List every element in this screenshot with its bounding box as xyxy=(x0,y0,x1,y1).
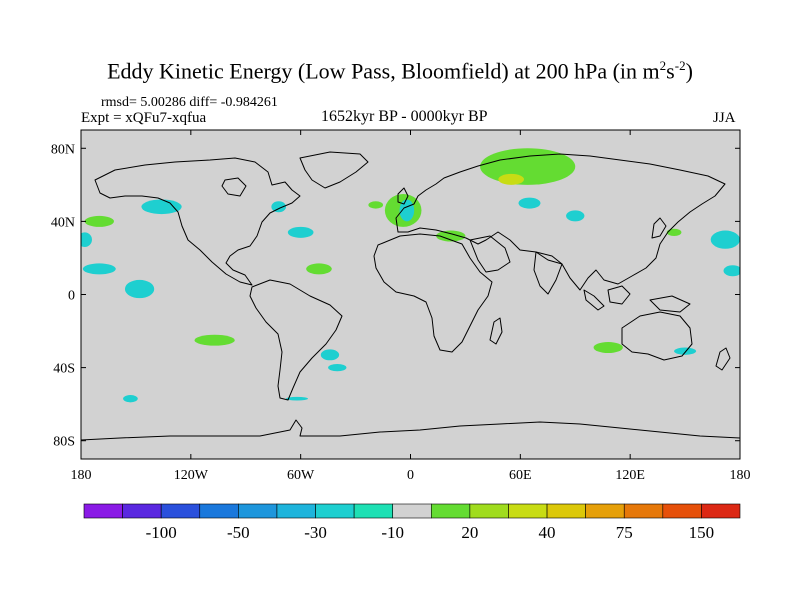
anomaly-n-atlantic-neg xyxy=(287,226,314,238)
anomaly-ne-pacific-neg xyxy=(82,263,116,275)
anomaly-s-atlantic-neg xyxy=(320,349,340,361)
anomaly-siberia-core xyxy=(498,173,524,185)
colorbar-box xyxy=(315,503,355,519)
colorbar-box xyxy=(199,503,239,519)
colorbar-box xyxy=(585,503,625,519)
x-tick-label: 0 xyxy=(407,468,414,483)
coast-new-zealand xyxy=(715,347,731,371)
colorbar-box xyxy=(623,503,664,519)
coast-india xyxy=(533,251,563,295)
anomaly-pacific-dateline-neg xyxy=(81,232,92,247)
coast-sumatra xyxy=(583,289,605,311)
anomaly-s-atlantic-neg-2 xyxy=(328,363,347,372)
colorbar-label: 75 xyxy=(616,523,633,542)
anomaly-nw-pacific-neg xyxy=(710,230,740,249)
y-tick-label: 0 xyxy=(68,289,75,304)
colorbar-box xyxy=(353,503,394,519)
coast-south-america xyxy=(249,279,343,401)
coast-madagascar xyxy=(489,317,503,345)
colorbar-label: -100 xyxy=(146,523,177,542)
y-tick-label: 80S xyxy=(53,435,75,450)
x-tick-label: 60W xyxy=(287,468,315,483)
colorbar-box xyxy=(238,503,278,519)
coast-antarctica xyxy=(81,419,740,441)
y-tick-label: 40N xyxy=(51,215,75,230)
colorbar-box xyxy=(430,503,471,519)
anomaly-nw-pacific-pos xyxy=(84,215,114,227)
anomaly-drake-neg xyxy=(286,396,308,401)
x-tick-label: 120E xyxy=(615,468,645,483)
anomaly-e-asia-neg xyxy=(566,210,585,222)
colorbar-box xyxy=(469,503,509,519)
map-background xyxy=(81,130,740,459)
x-tick-label: 180 xyxy=(71,468,92,483)
season-label: JJA xyxy=(713,110,736,126)
anomaly-med-pos xyxy=(436,230,466,242)
anomaly-e-pacific-neg xyxy=(124,279,155,299)
anomaly-s-indian-pos xyxy=(593,342,623,353)
colorbar-box xyxy=(662,503,702,519)
anomaly-w-pacific-neg xyxy=(723,265,740,277)
x-tick-label: 60E xyxy=(509,468,532,483)
y-tick-label: 80N xyxy=(51,142,75,157)
colorbar-label: -10 xyxy=(381,523,404,542)
chart-title: Eddy Kinetic Energy (Low Pass, Bloomfiel… xyxy=(107,58,693,84)
colorbar-box xyxy=(122,503,162,519)
anomaly-s-pacific-neg xyxy=(123,395,138,403)
anomaly-caribbean-pos xyxy=(306,263,332,275)
colorbar-box xyxy=(276,503,316,519)
x-tick-label: 180 xyxy=(730,468,751,483)
coast-british-isles xyxy=(397,187,409,205)
coastlines xyxy=(81,151,740,441)
period-label: 1652kyr BP - 0000kyr BP xyxy=(321,108,488,125)
stats-label: rmsd= 5.00286 diff= -0.984261 xyxy=(101,95,278,110)
anomaly-australia-neg xyxy=(674,347,697,355)
coast-japan xyxy=(651,217,667,239)
anomaly-nw-atlantic-neg xyxy=(271,201,287,213)
colorbar-box xyxy=(508,503,548,519)
colorbar-label: -30 xyxy=(304,523,327,542)
y-tick-label: 40S xyxy=(53,362,75,377)
coast-north-america xyxy=(94,157,301,286)
anomaly-s-pacific-pos xyxy=(194,334,235,346)
anomaly-central-asia-neg xyxy=(518,197,541,209)
map-axes: 180 120W 60W 0 60E 120E 180 80N 40N 0 40S 80S xyxy=(51,130,751,483)
coast-arabia xyxy=(469,235,511,273)
anomaly-mid-atlantic-pos xyxy=(368,201,384,209)
coast-australia xyxy=(621,311,693,361)
anomaly-n-pacific-neg-1 xyxy=(141,199,182,215)
colorbar-label: -50 xyxy=(227,523,250,542)
coast-greenland xyxy=(299,151,369,189)
colorbar-label: 40 xyxy=(539,523,556,542)
experiment-label: Expt = xQFu7-xqfua xyxy=(81,110,207,126)
colorbar-box xyxy=(701,503,741,519)
colorbar-box xyxy=(160,503,201,519)
colorbar-box xyxy=(392,503,432,519)
anomaly-layer xyxy=(81,148,740,403)
coast-borneo xyxy=(607,285,631,305)
colorbar-label: 150 xyxy=(689,523,715,542)
coast-africa xyxy=(373,233,493,353)
colorbar: -100 -50 -30 -10 20 40 75 150 xyxy=(83,503,741,542)
colorbar-label: 20 xyxy=(461,523,478,542)
anomaly-japan-pos xyxy=(666,228,682,237)
x-tick-label: 120W xyxy=(174,468,209,483)
coast-eurasia xyxy=(395,153,726,291)
coast-hudson-bay xyxy=(221,177,247,197)
coast-new-guinea xyxy=(649,295,691,313)
colorbar-box xyxy=(546,503,586,519)
colorbar-box xyxy=(83,503,123,519)
